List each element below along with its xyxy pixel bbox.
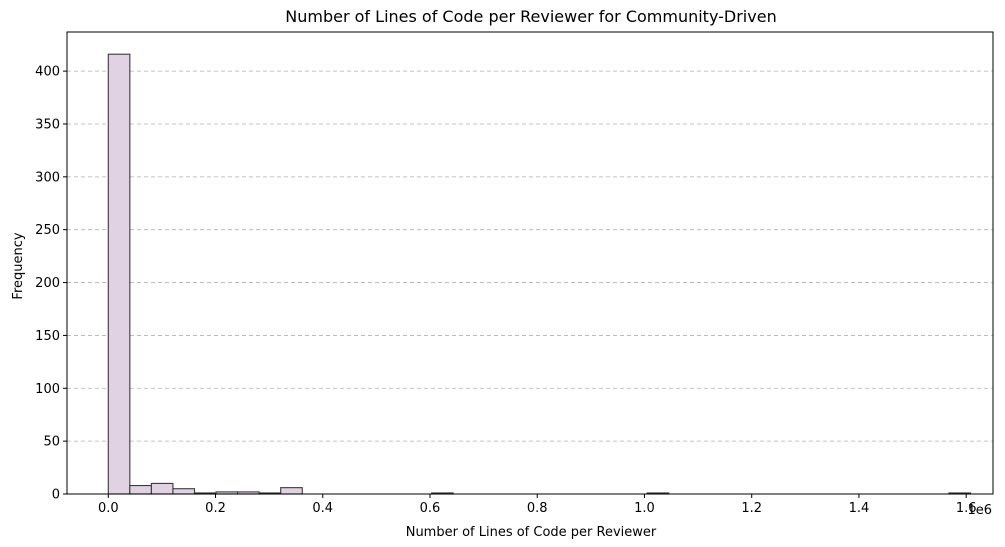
histogram-bars (107, 53, 972, 495)
x-tick-label: 1.2 (741, 501, 762, 516)
axes (66, 31, 994, 495)
x-tick-label: 1.6 (956, 501, 977, 516)
y-tick-label: 50 (43, 435, 60, 450)
x-tick-label: 0.4 (312, 501, 333, 516)
plot-frame (66, 31, 994, 495)
histogram-bar (129, 484, 152, 495)
histogram-bar (172, 488, 196, 495)
y-gridlines (67, 70, 993, 495)
x-tick-label: 0.6 (420, 501, 441, 516)
chart-title: Number of Lines of Code per Reviewer for… (285, 7, 776, 26)
x-axis-offset-label: 1e6 (967, 503, 992, 518)
y-tick-label: 150 (35, 329, 60, 344)
x-tick-label: 0.0 (98, 501, 119, 516)
histogram-bar (107, 53, 131, 495)
y-tick-label: 200 (35, 276, 60, 291)
y-tick-label: 250 (35, 223, 60, 238)
y-tick-label: 100 (35, 382, 60, 397)
y-tick-label: 300 (35, 170, 60, 185)
y-tick-label: 400 (35, 65, 60, 80)
y-tick-label: 0 (52, 488, 60, 503)
x-ticks: 0.0 0.2 0.4 0.6 0.8 1.0 1.2 1.4 1.6 (98, 494, 977, 516)
x-tick-label: 1.4 (849, 501, 870, 516)
x-tick-label: 1.0 (634, 501, 655, 516)
x-tick-label: 0.8 (527, 501, 548, 516)
y-tick-label: 350 (35, 117, 60, 132)
x-tick-label: 0.2 (205, 501, 226, 516)
y-axis-label: Frequency (11, 232, 26, 299)
x-axis-label: Number of Lines of Code per Reviewer (406, 525, 657, 540)
histogram-bar (150, 482, 174, 495)
histogram-bar (280, 487, 303, 495)
y-ticks: 0 50 100 150 200 250 300 350 400 (35, 65, 67, 503)
